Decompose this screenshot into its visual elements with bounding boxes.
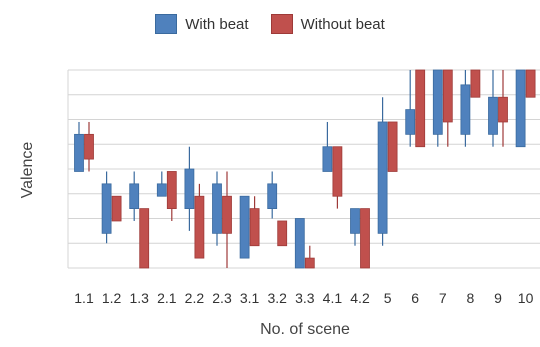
legend-label-with-beat: With beat [185,15,249,33]
legend-label-without-beat: Without beat [300,15,385,33]
box-without-beat [194,195,205,259]
box-without-beat [470,69,481,98]
legend-swatch-with-beat [155,14,178,34]
x-tick-label: 9 [494,290,502,306]
box-with-beat [488,96,498,135]
box-without-beat [166,171,177,210]
box-without-beat [139,208,150,269]
box-with-beat [294,218,305,269]
box-without-beat [277,220,288,247]
box-without-beat [525,69,536,98]
x-tick-label: 3.1 [240,290,260,306]
box-with-beat [212,183,222,234]
box-with-beat [129,183,140,210]
box-without-beat [332,146,343,197]
box-without-beat [498,96,508,123]
box-without-beat [360,208,370,269]
box-with-beat [515,69,526,148]
box-without-beat [249,208,260,247]
x-tick-label: 1.3 [129,290,149,306]
box-without-beat [222,195,232,234]
x-tick-label: 8 [467,290,475,306]
x-tick-label: 4.2 [350,290,370,306]
box-with-beat [239,195,250,259]
x-tick-label: 5 [384,290,392,306]
x-tick-label: 1.1 [74,290,94,306]
chart-legend: With beat Without beat [0,14,540,34]
x-tick-label: 2.2 [185,290,205,306]
box-without-beat [442,69,453,123]
box-without-beat [84,133,94,160]
box-with-beat [184,168,195,209]
box-with-beat [322,146,333,172]
legend-swatch-without-beat [270,14,293,34]
box-with-beat [377,121,388,234]
box-with-beat [267,183,278,210]
x-tick-label: 3.3 [295,290,315,306]
x-tick-label: 2.3 [212,290,232,306]
x-axis-label: No. of scene [260,321,350,338]
legend-item-with-beat: With beat [155,14,249,34]
box-with-beat [101,183,112,234]
box-with-beat [405,109,416,135]
box-without-beat [111,195,122,222]
x-tick-label: 7 [439,290,447,306]
x-tick-label: 6 [411,290,419,306]
x-tick-label: 2.1 [157,290,177,306]
box-without-beat [415,69,426,148]
box-with-beat [156,183,167,197]
box-without-beat [387,121,398,172]
x-tick-label: 3.2 [267,290,287,306]
box-with-beat [432,69,443,135]
box-without-beat [304,257,315,269]
x-tick-label: 10 [518,290,534,306]
legend-item-without-beat: Without beat [270,14,385,34]
box-with-beat [350,208,360,234]
x-tick-label: 1.2 [102,290,122,306]
box-with-beat [460,84,471,135]
box-with-beat [74,133,84,172]
x-tick-label: 4.1 [323,290,343,306]
